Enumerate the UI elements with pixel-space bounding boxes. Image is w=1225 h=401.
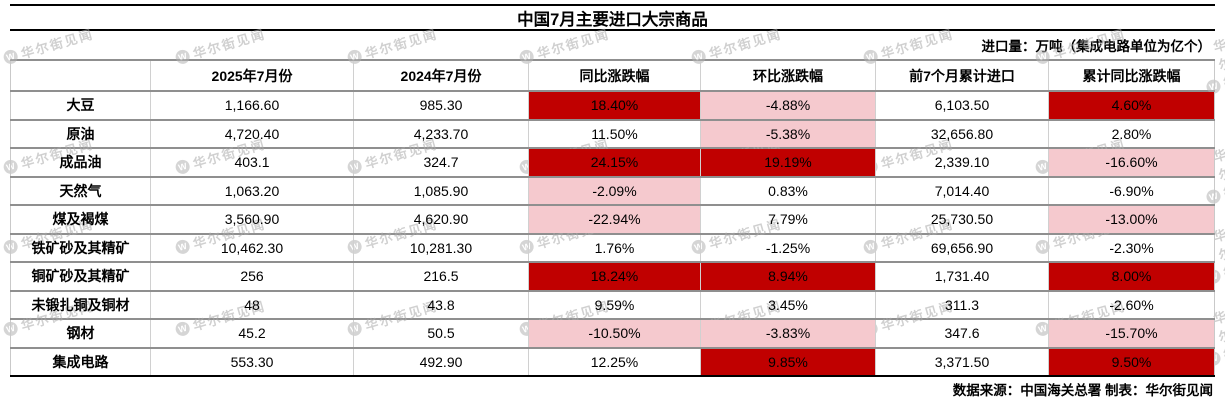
table-cell: -10.50% [528,320,700,347]
table-cell: 9.85% [700,348,875,375]
header-row: 2025年7月份 2024年7月份 同比涨跌幅 环比涨跌幅 前7个月累计进口 累计同比涨跌… [10,59,1215,90]
table-cell: 8.00% [1048,263,1215,290]
table-cell: -5.38% [700,120,875,147]
table-cell: 6,103.50 [875,92,1048,119]
header-cell-commodity [10,61,150,90]
table-cell: -22.94% [528,206,700,233]
table-cell: -2.09% [528,177,700,204]
table-row: 原油 4,720.40 4,233.70 11.50% -5.38% 32,656.80 2… [10,118,1215,147]
table-cell: 1.76% [528,234,700,261]
table-cell: 553.30 [150,348,353,375]
table-cell: 3,560.90 [150,206,353,233]
table-cell: 347.6 [875,320,1048,347]
table-cell: -6.90% [1048,177,1215,204]
table-cell: 311.3 [875,291,1048,318]
row-label: 钢材 [10,320,150,347]
table-cell: 50.5 [353,320,528,347]
table-cell: 324.7 [353,149,528,176]
header-cell: 2024年7月份 [353,61,528,90]
table-cell: 11.50% [528,120,700,147]
table-cell: 25,730.50 [875,206,1048,233]
table-cell: 4,233.70 [353,120,528,147]
table-cell: 3,371.50 [875,348,1048,375]
table-row: 天然气 1,063.20 1,085.90 -2.09% 0.83% 7,014.40 -6… [10,175,1215,204]
table-cell: 43.8 [353,291,528,318]
table-row: 铁矿砂及其精矿 10,462.30 10,281.30 1.76% -1.25% 69,6… [10,232,1215,261]
table-row: 大豆 1,166.60 985.30 18.40% -4.88% 6,103.50 4.60… [10,90,1215,119]
table-cell: 12.25% [528,348,700,375]
table-cell: 1,063.20 [150,177,353,204]
table-cell: 2.80% [1048,120,1215,147]
table-body: 大豆 1,166.60 985.30 18.40% -4.88% 6,103.50 4.60… [10,90,1215,375]
table-cell: 4,620.90 [353,206,528,233]
table-cell: 69,656.90 [875,234,1048,261]
table-title: 中国7月主要进口大宗商品 [10,4,1215,31]
table-cell: 256 [150,263,353,290]
table-cell: 1,731.40 [875,263,1048,290]
table-cell: -2.30% [1048,234,1215,261]
table-cell: 403.1 [150,149,353,176]
row-label: 煤及褐煤 [10,206,150,233]
table-cell: 19.19% [700,149,875,176]
table-cell: 2,339.10 [875,149,1048,176]
table-cell: 0.83% [700,177,875,204]
table-cell: 7,014.40 [875,177,1048,204]
table-cell: 10,462.30 [150,234,353,261]
source-note: 数据来源：中国海关总署 制表：华尔街见闻 [10,377,1215,401]
table-cell: 216.5 [353,263,528,290]
unit-note: 进口量：万吨（集成电路单位为亿个） [981,39,1212,54]
table-cell: -13.00% [1048,206,1215,233]
header-cell: 环比涨跌幅 [700,61,875,90]
table-cell: -16.60% [1048,149,1215,176]
table-row: 煤及褐煤 3,560.90 4,620.90 -22.94% 7.79% 25,730.5… [10,204,1215,233]
row-label: 原油 [10,120,150,147]
table-cell: 10,281.30 [353,234,528,261]
table-row: 钢材 45.2 50.5 -10.50% -3.83% 347.6 -15.70% [10,318,1215,347]
table-cell: -15.70% [1048,320,1215,347]
table-cell: 9.50% [1048,348,1215,375]
table-cell: 3.45% [700,291,875,318]
table-cell: 48 [150,291,353,318]
table-cell: 985.30 [353,92,528,119]
table-cell: 45.2 [150,320,353,347]
row-label: 集成电路 [10,348,150,375]
commodities-table: 中国7月主要进口大宗商品 进口量：万吨（集成电路单位为亿个） 2025年7月份 2… [10,4,1215,401]
row-label: 成品油 [10,149,150,176]
table-bottom-border [10,375,1215,377]
table-cell: -2.60% [1048,291,1215,318]
table-cell: 32,656.80 [875,120,1048,147]
table-cell: 4.60% [1048,92,1215,119]
header-cell: 累计同比涨跌幅 [1048,61,1215,90]
table-row: 集成电路 553.30 492.90 12.25% 9.85% 3,371.50 9.50% [10,346,1215,375]
table-cell: 7.79% [700,206,875,233]
table-cell: 492.90 [353,348,528,375]
table-row: 铜矿砂及其精矿 256 216.5 18.24% 8.94% 1,731.40 8.00% [10,261,1215,290]
table-cell: -4.88% [700,92,875,119]
row-label: 大豆 [10,92,150,119]
table-cell: 8.94% [700,263,875,290]
header-cell: 同比涨跌幅 [528,61,700,90]
table-cell: 1,085.90 [353,177,528,204]
row-label: 天然气 [10,177,150,204]
header-cell: 前7个月累计进口 [875,61,1048,90]
table-cell: -1.25% [700,234,875,261]
row-label: 未锻扎铜及铜材 [10,291,150,318]
row-label: 铁矿砂及其精矿 [10,234,150,261]
table-cell: 4,720.40 [150,120,353,147]
table-row: 成品油 403.1 324.7 24.15% 19.19% 2,339.10 -16.60% [10,147,1215,176]
row-label: 铜矿砂及其精矿 [10,263,150,290]
table-cell: 24.15% [528,149,700,176]
table-row: 未锻扎铜及铜材 48 43.8 9.59% 3.45% 311.3 -2.60% [10,289,1215,318]
table-cell: 18.24% [528,263,700,290]
table-cell: 1,166.60 [150,92,353,119]
table-cell: -3.83% [700,320,875,347]
table-cell: 18.40% [528,92,700,119]
header-cell: 2025年7月份 [150,61,353,90]
table-cell: 9.59% [528,291,700,318]
